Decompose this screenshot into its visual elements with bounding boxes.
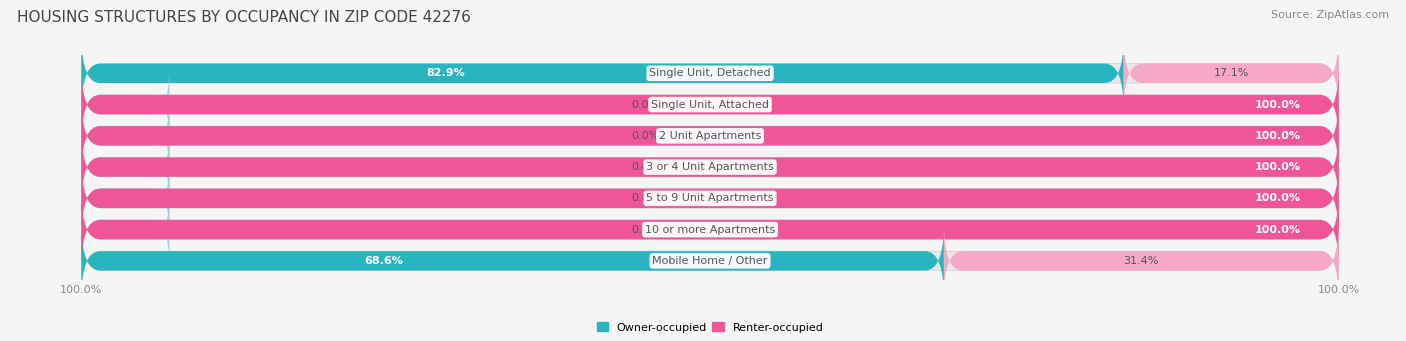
Legend: Owner-occupied, Renter-occupied: Owner-occupied, Renter-occupied (592, 318, 828, 337)
FancyBboxPatch shape (82, 192, 1339, 267)
Text: 100.0%: 100.0% (1256, 225, 1301, 235)
Text: 100.0%: 100.0% (1256, 131, 1301, 141)
FancyBboxPatch shape (82, 99, 1339, 173)
FancyBboxPatch shape (82, 224, 1339, 298)
Text: 100.0%: 100.0% (1256, 162, 1301, 172)
Text: 0.0%: 0.0% (631, 162, 659, 172)
Text: 0.0%: 0.0% (631, 225, 659, 235)
FancyBboxPatch shape (82, 161, 1339, 236)
Text: Single Unit, Attached: Single Unit, Attached (651, 100, 769, 109)
Text: 3 or 4 Unit Apartments: 3 or 4 Unit Apartments (647, 162, 773, 172)
Text: Source: ZipAtlas.com: Source: ZipAtlas.com (1271, 10, 1389, 20)
FancyBboxPatch shape (82, 99, 169, 173)
FancyBboxPatch shape (943, 224, 1339, 298)
Text: 0.0%: 0.0% (631, 100, 659, 109)
Text: Mobile Home / Other: Mobile Home / Other (652, 256, 768, 266)
Text: 100.0%: 100.0% (1256, 193, 1301, 203)
Text: 0.0%: 0.0% (631, 131, 659, 141)
Text: 31.4%: 31.4% (1123, 256, 1159, 266)
Text: 10 or more Apartments: 10 or more Apartments (645, 225, 775, 235)
FancyBboxPatch shape (82, 161, 1339, 236)
FancyBboxPatch shape (82, 130, 169, 204)
Text: 5 to 9 Unit Apartments: 5 to 9 Unit Apartments (647, 193, 773, 203)
Text: 2 Unit Apartments: 2 Unit Apartments (659, 131, 761, 141)
Text: 17.1%: 17.1% (1213, 68, 1249, 78)
FancyBboxPatch shape (82, 130, 1339, 204)
FancyBboxPatch shape (82, 36, 1123, 110)
Text: 0.0%: 0.0% (631, 193, 659, 203)
FancyBboxPatch shape (82, 68, 1339, 142)
FancyBboxPatch shape (1123, 36, 1339, 110)
FancyBboxPatch shape (82, 130, 1339, 204)
Text: HOUSING STRUCTURES BY OCCUPANCY IN ZIP CODE 42276: HOUSING STRUCTURES BY OCCUPANCY IN ZIP C… (17, 10, 471, 25)
FancyBboxPatch shape (82, 161, 169, 236)
FancyBboxPatch shape (82, 192, 1339, 267)
FancyBboxPatch shape (82, 224, 943, 298)
Text: Single Unit, Detached: Single Unit, Detached (650, 68, 770, 78)
FancyBboxPatch shape (82, 99, 1339, 173)
FancyBboxPatch shape (82, 68, 169, 142)
FancyBboxPatch shape (82, 36, 1339, 110)
FancyBboxPatch shape (82, 192, 169, 267)
FancyBboxPatch shape (82, 68, 1339, 142)
Text: 68.6%: 68.6% (364, 256, 402, 266)
Text: 100.0%: 100.0% (1256, 100, 1301, 109)
Text: 82.9%: 82.9% (427, 68, 465, 78)
